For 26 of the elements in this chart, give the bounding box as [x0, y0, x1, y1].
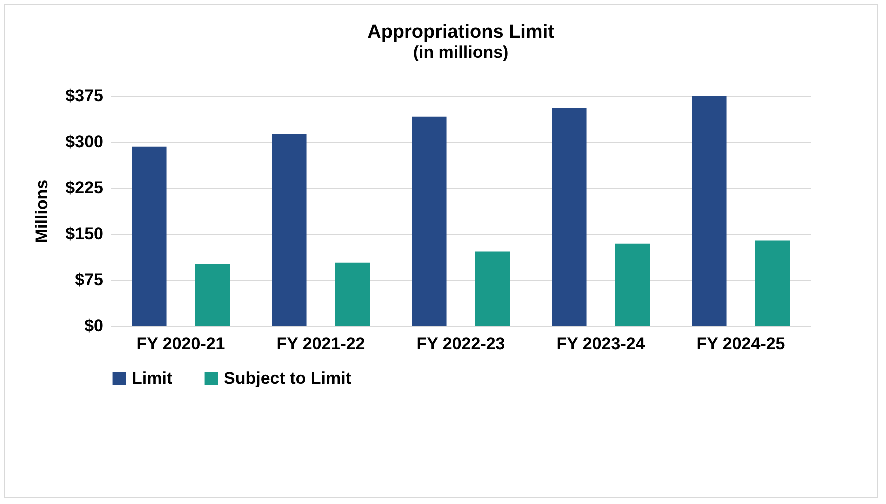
- x-tick-label: FY 2023-24: [556, 334, 646, 354]
- bar: [335, 262, 370, 326]
- y-tick-label: $225: [66, 178, 104, 198]
- legend-label: Limit: [132, 368, 173, 388]
- y-tick-label: $0: [84, 316, 104, 336]
- bar: [755, 240, 790, 326]
- y-tick-label: $300: [66, 132, 104, 152]
- chart-title: Appropriations Limit: [368, 22, 556, 43]
- x-tick-label: FY 2020-21: [136, 334, 226, 354]
- bar: [412, 116, 447, 326]
- bar: [552, 108, 587, 326]
- y-tick-label: $375: [66, 86, 104, 106]
- chart-subtitle: (in millions): [413, 43, 509, 62]
- bar: [132, 146, 167, 326]
- x-tick-label: FY 2021-22: [276, 334, 366, 354]
- y-tick-label: $75: [75, 270, 104, 290]
- bar: [692, 96, 727, 326]
- y-axis-title: Millions: [32, 180, 52, 244]
- y-tick-label: $150: [66, 224, 104, 244]
- legend-label: Subject to Limit: [224, 368, 352, 388]
- bar: [615, 244, 650, 326]
- x-tick-label: FY 2024-25: [696, 334, 786, 354]
- bar: [272, 134, 307, 326]
- bar: [475, 252, 510, 326]
- x-tick-label: FY 2022-23: [416, 334, 506, 354]
- bar: [195, 264, 230, 326]
